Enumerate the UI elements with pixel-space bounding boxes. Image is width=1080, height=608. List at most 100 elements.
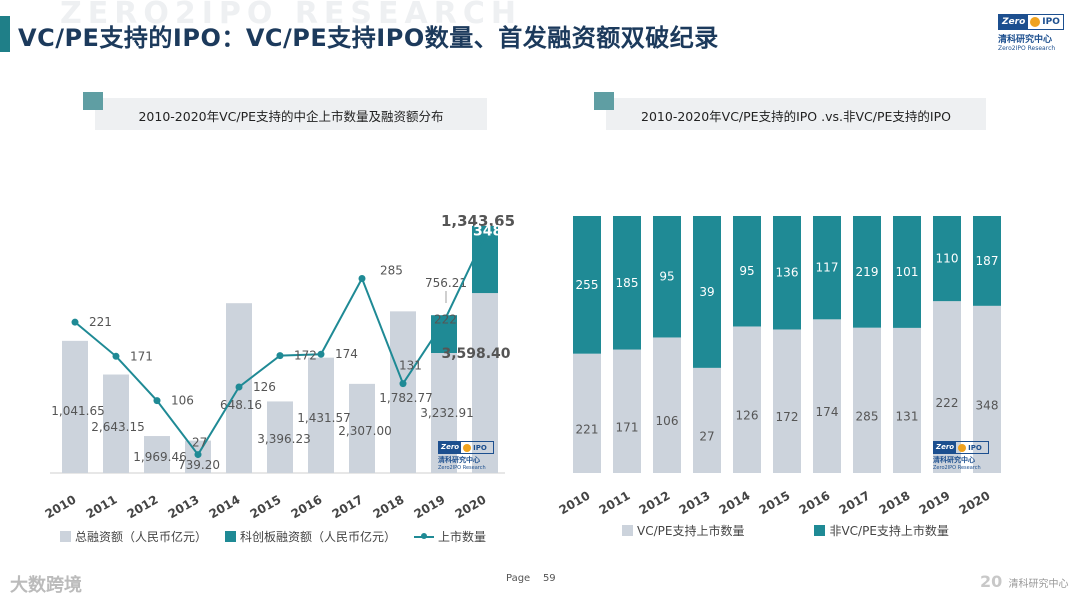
vcpe-data-label: 171 <box>616 420 639 434</box>
non-vcpe-data-label: 117 <box>816 261 839 275</box>
x-tick-label: 2010 <box>557 488 593 517</box>
x-tick-label: 2018 <box>877 488 913 517</box>
non-vcpe-data-label: 255 <box>576 278 599 292</box>
ipo-count-point <box>71 318 79 326</box>
x-tick-label: 2020 <box>453 492 489 520</box>
ipo-count-point <box>153 397 161 405</box>
non-vcpe-ipo-bar <box>613 216 641 350</box>
x-tick-label: 2014 <box>717 488 753 517</box>
non-vcpe-data-label: 136 <box>776 266 799 280</box>
legend-label-total: 总融资额（人民币亿元） <box>75 530 208 544</box>
financing-data-label: 648.16 <box>220 398 262 412</box>
footer-brand: 大数跨境 <box>10 575 82 596</box>
non-vcpe-ipo-bar <box>653 216 681 338</box>
x-tick-label: 2017 <box>837 488 873 517</box>
right-chart: 221 255 2010 171 185 2011 106 95 2012 27 39 2013 126… <box>557 216 1001 517</box>
ipo-count-point <box>399 380 407 388</box>
ipo-count-data-label: 106 <box>171 394 194 408</box>
right-chart-logo-zero: Zero <box>934 442 957 453</box>
x-tick-label: 2010 <box>43 492 79 520</box>
vcpe-data-label: 221 <box>576 422 599 436</box>
left-chart-logo: Zero IPO 清科研究中心 Zero2IPO Research <box>438 441 494 471</box>
non-vcpe-data-label: 101 <box>896 265 919 279</box>
ipo-count-data-label: 27 <box>192 436 207 450</box>
total-financing-bar <box>308 357 334 473</box>
right-chart-logo-circle-icon <box>958 443 967 452</box>
legend-swatch-gray <box>60 531 71 542</box>
legend-label-star: 科创板融资额（人民币亿元） <box>240 530 397 544</box>
left-chart-header: 2010-2020年VC/PE支持的中企上市数量及融资额分布 <box>83 92 487 130</box>
x-tick-label: 2020 <box>957 488 993 517</box>
ipo-count-data-label: 221 <box>89 315 112 329</box>
vcpe-ipo-bar <box>893 327 921 473</box>
non-vcpe-data-label: 95 <box>659 270 674 284</box>
x-tick-label: 2019 <box>917 488 953 517</box>
footer-right-number: 20 <box>980 572 1003 591</box>
vcpe-data-label: 222 <box>936 396 959 410</box>
x-tick-label: 2016 <box>797 488 833 517</box>
legend-item-non-vcpe: 非VC/PE支持上市数量 <box>814 522 949 539</box>
x-tick-label: 2015 <box>248 492 284 520</box>
legend-item-star-market: 科创板融资额（人民币亿元） <box>225 528 396 545</box>
non-vcpe-data-label: 110 <box>936 252 959 266</box>
non-vcpe-ipo-bar <box>853 216 881 328</box>
x-tick-label: 2011 <box>597 488 633 517</box>
non-vcpe-ipo-bar <box>773 216 801 330</box>
non-vcpe-ipo-bar <box>933 216 961 302</box>
x-tick-label: 2012 <box>125 492 161 520</box>
ipo-count-point <box>358 274 366 282</box>
ipo-count-data-label: 285 <box>380 263 403 277</box>
ipo-count-data-label: 131 <box>399 359 422 373</box>
ipo-count-point <box>235 383 243 391</box>
financing-data-label: 3,598.40 <box>441 346 510 362</box>
right-chart-header: 2010-2020年VC/PE支持的IPO .vs.非VC/PE支持的IPO <box>594 92 986 130</box>
ipo-count-point <box>481 231 489 239</box>
logo-circle-icon <box>1030 17 1041 27</box>
brand-logo: Zero IPO 清科研究中心 Zero2IPO Research <box>998 14 1064 52</box>
legend-swatch-teal-right <box>814 525 826 536</box>
right-chart-logo: Zero IPO 清科研究中心 Zero2IPO Research <box>933 441 989 471</box>
non-vcpe-ipo-bar <box>973 216 1001 306</box>
x-tick-label: 2016 <box>289 492 325 520</box>
total-financing-bar <box>267 401 293 473</box>
ipo-count-data-label: 348 <box>473 223 502 239</box>
x-tick-label: 2015 <box>757 488 793 517</box>
left-chart-logo-circle-icon <box>463 443 472 452</box>
logo-en-text: Zero2IPO Research <box>998 45 1056 52</box>
financing-data-label: 1,969.46 <box>133 450 186 464</box>
ipo-count-data-label: 126 <box>253 380 276 394</box>
footer-right-text: 清科研究中心 <box>1008 579 1069 590</box>
vcpe-ipo-bar <box>733 326 761 473</box>
legend-item-total-financing: 总融资额（人民币亿元） <box>60 528 207 545</box>
left-chart-logo-ipo: IPO <box>473 443 487 452</box>
ipo-count-point <box>194 451 202 459</box>
page-number-value: 59 <box>542 573 556 584</box>
financing-data-label: 1,431.57 <box>297 411 350 425</box>
right-chart-logo-en: Zero2IPO Research <box>933 465 981 471</box>
legend-swatch-teal <box>225 531 237 542</box>
total-financing-bar <box>390 311 416 473</box>
star-market-data-label: 756.21 <box>425 276 467 290</box>
x-tick-label: 2013 <box>677 488 713 517</box>
ipo-count-data-label: 174 <box>335 347 358 361</box>
vcpe-data-label: 106 <box>656 414 679 428</box>
x-tick-label: 2019 <box>412 492 448 520</box>
non-vcpe-data-label: 95 <box>739 264 754 278</box>
x-tick-label: 2014 <box>207 492 243 520</box>
vcpe-ipo-bar <box>693 367 721 473</box>
financing-data-label: 2,643.15 <box>91 420 144 434</box>
vcpe-ipo-bar <box>973 305 1001 473</box>
total-financing-bar <box>349 383 375 473</box>
financing-data-label: 3,232.91 <box>420 406 473 420</box>
left-chart-title: 2010-2020年VC/PE支持的中企上市数量及融资额分布 <box>138 109 444 124</box>
right-chart-title: 2010-2020年VC/PE支持的IPO .vs.非VC/PE支持的IPO <box>641 109 951 124</box>
x-tick-label: 2018 <box>371 492 407 520</box>
left-chart-logo-en: Zero2IPO Research <box>438 465 486 471</box>
vcpe-data-label: 27 <box>699 429 714 443</box>
vcpe-ipo-bar <box>573 353 601 473</box>
right-legend: VC/PE支持上市数量 非VC/PE支持上市数量 <box>622 522 967 539</box>
non-vcpe-ipo-bar <box>813 216 841 320</box>
non-vcpe-ipo-bar <box>893 216 921 328</box>
star-market-data-label: 1,343.65 <box>441 212 515 230</box>
non-vcpe-ipo-bar <box>693 216 721 368</box>
